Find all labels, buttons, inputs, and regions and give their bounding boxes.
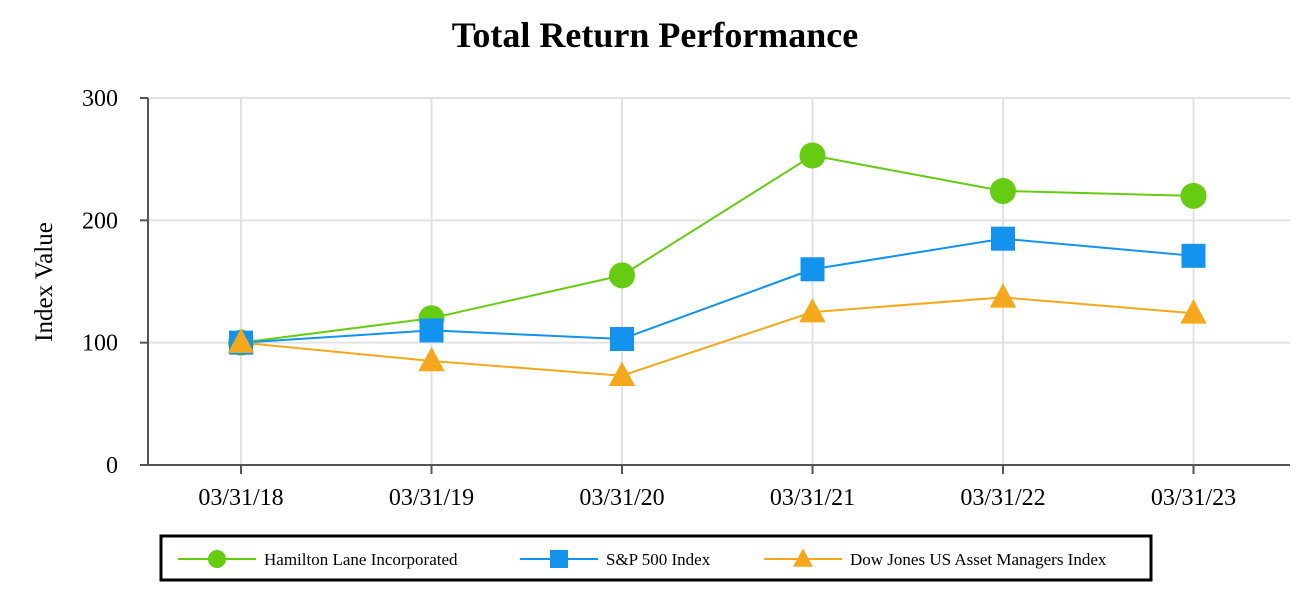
data-point-triangle <box>418 346 445 372</box>
x-tick-label: 03/31/19 <box>389 485 474 511</box>
x-tick-label: 03/31/20 <box>579 485 664 511</box>
axes <box>140 97 1290 474</box>
data-point-triangle <box>793 548 813 567</box>
legend-item: S&P 500 Index <box>520 550 711 569</box>
data-point-circle <box>208 550 226 568</box>
series-line <box>240 237 1194 344</box>
y-axis-ticks: 0 100 200 300 <box>82 86 118 479</box>
data-point-square <box>419 318 444 343</box>
data-point-square <box>991 226 1015 251</box>
chart-title: Total Return Performance <box>452 15 859 55</box>
series-markers-square <box>229 226 1206 355</box>
data-point-square <box>800 257 825 282</box>
series-group <box>227 142 1207 386</box>
legend-item: Hamilton Lane Incorporated <box>178 550 458 569</box>
legend-label: Hamilton Lane Incorporated <box>264 550 458 569</box>
x-tick-label: 03/31/22 <box>960 485 1045 511</box>
data-point-triangle <box>1180 299 1207 324</box>
y-tick-label: 100 <box>82 331 118 357</box>
series-triangle <box>240 296 1194 377</box>
data-point-circle <box>990 177 1016 204</box>
data-point-circle <box>1180 182 1207 209</box>
x-tick-label: 03/31/18 <box>198 485 283 511</box>
y-tick-label: 300 <box>82 86 118 112</box>
legend-item: Dow Jones US Asset Managers Index <box>764 548 1107 569</box>
gridlines <box>148 97 1290 465</box>
x-tick-label: 03/31/21 <box>770 485 855 511</box>
data-point-triangle <box>989 283 1017 308</box>
data-point-circle <box>609 262 635 289</box>
x-tick-label: 03/31/23 <box>1151 485 1236 511</box>
series-square <box>240 237 1194 344</box>
data-point-triangle <box>799 297 826 323</box>
legend: Hamilton Lane Incorporated S&P 500 Index D… <box>159 534 1153 582</box>
data-point-triangle <box>227 328 255 353</box>
y-tick-label: 200 <box>82 208 118 234</box>
data-point-triangle <box>608 361 636 386</box>
data-point-circle <box>799 142 826 169</box>
data-point-square <box>610 326 634 351</box>
data-point-square <box>1181 243 1206 268</box>
legend-box <box>159 534 1153 582</box>
y-tick-label: 0 <box>106 453 118 479</box>
series-line <box>240 154 1194 344</box>
data-point-square <box>550 550 568 568</box>
series-markers-circle <box>228 142 1207 356</box>
y-axis-title: Index Value <box>31 222 58 342</box>
series-circle <box>240 154 1194 344</box>
legend-label: Dow Jones US Asset Managers Index <box>850 550 1107 569</box>
x-axis-ticks: 03/31/18 03/31/19 03/31/20 03/31/21 03/31/22… <box>198 485 1236 511</box>
series-line <box>240 296 1194 377</box>
legend-label: S&P 500 Index <box>606 550 711 569</box>
series-markers-triangle <box>227 283 1207 386</box>
